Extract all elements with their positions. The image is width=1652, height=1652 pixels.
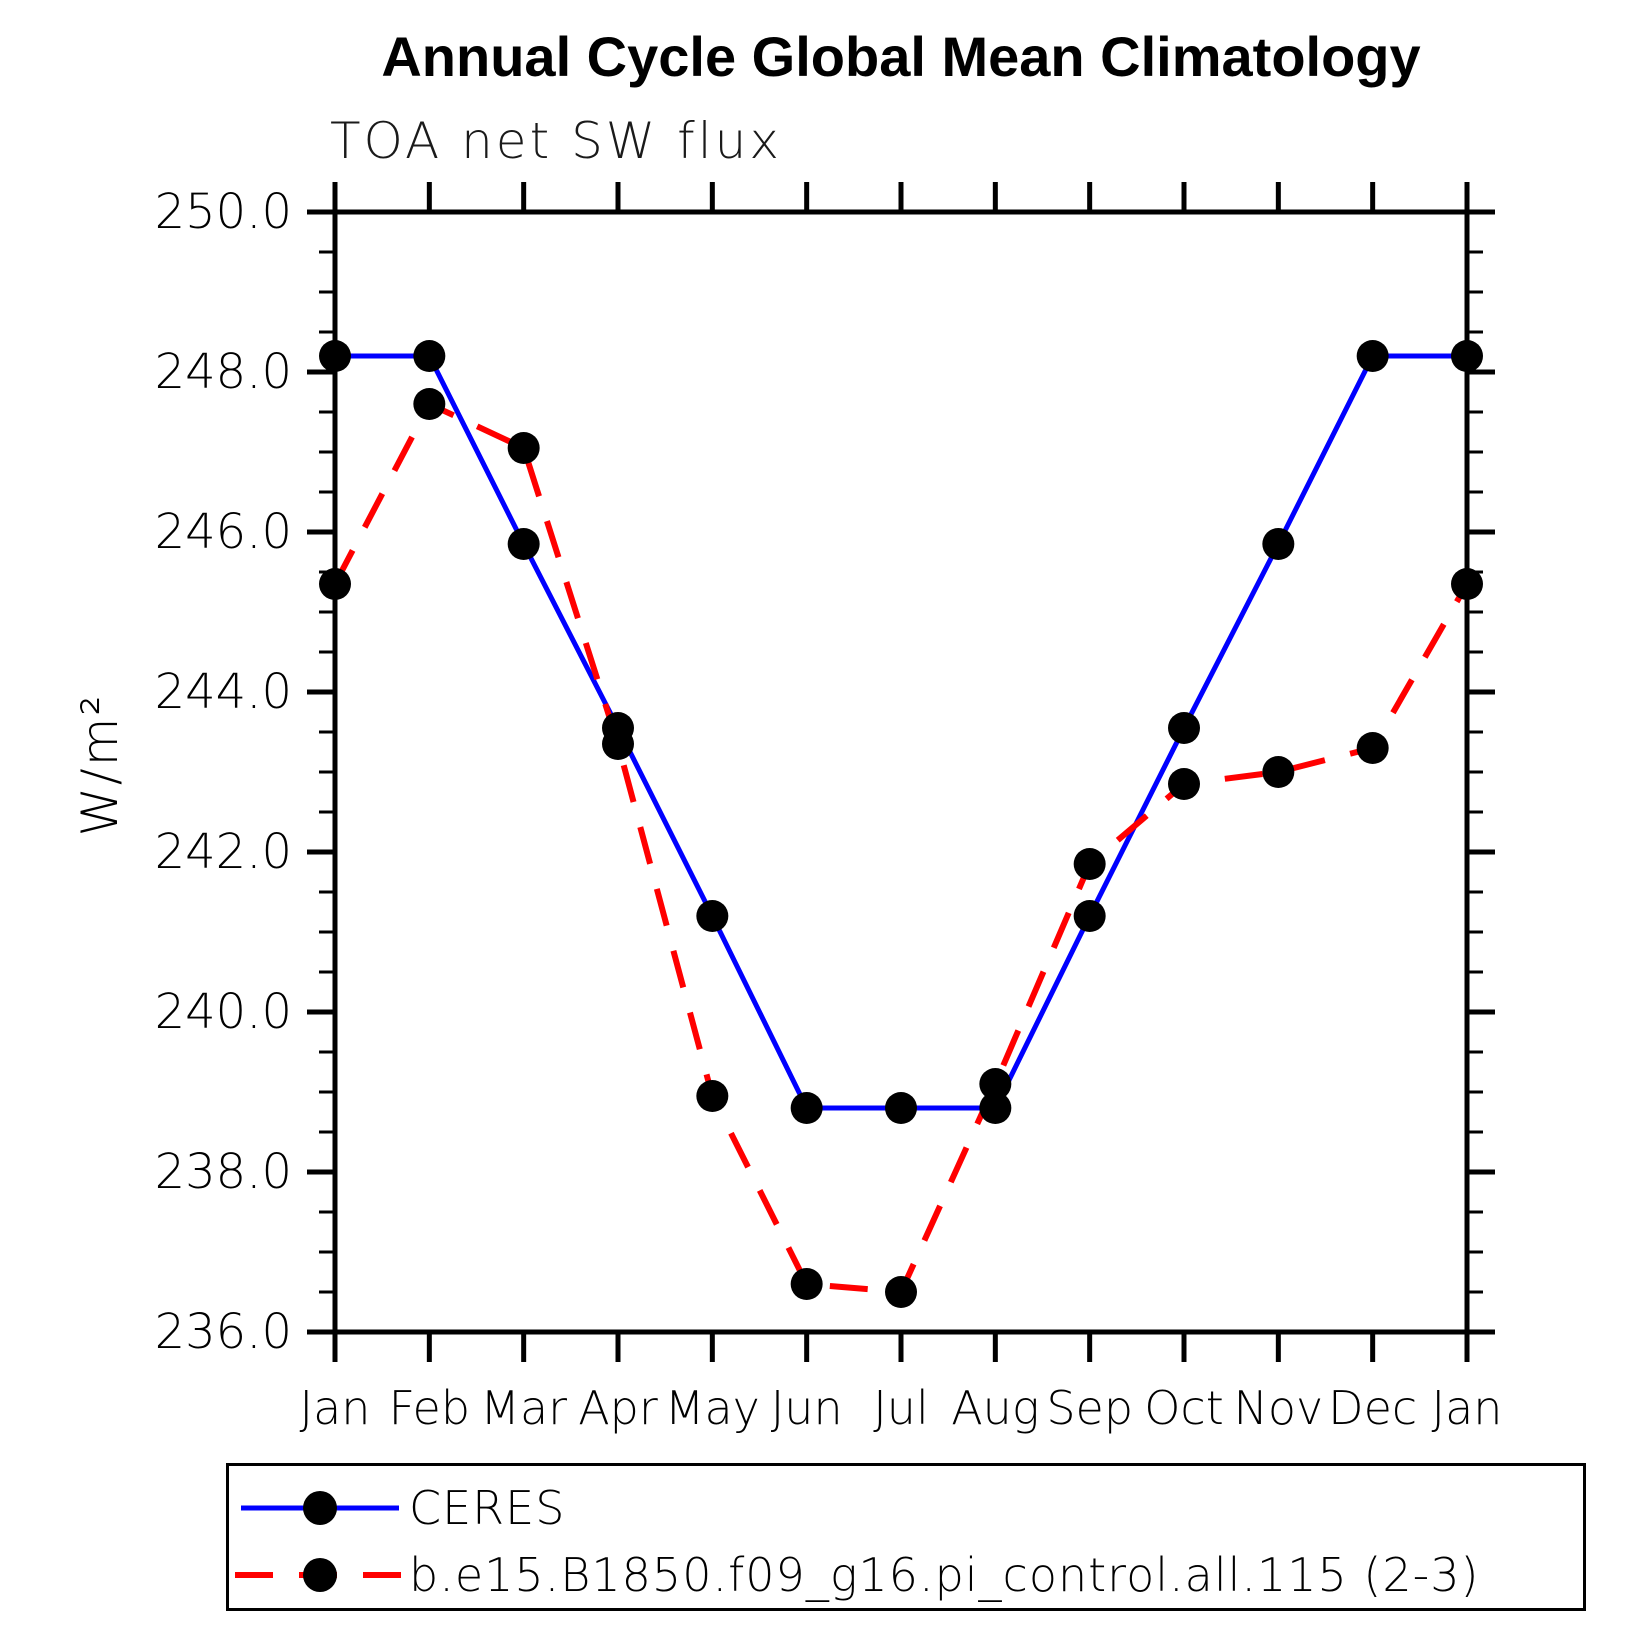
marker-ceres	[507, 528, 540, 560]
y-tick-label: 236.0	[155, 1304, 292, 1360]
chart-subtitle: TOA net SW flux	[330, 112, 782, 170]
marker-ceres	[1356, 340, 1389, 372]
marker-model	[319, 568, 351, 600]
x-tick-label: Jun	[771, 1381, 843, 1435]
legend-item-ceres: CERES	[235, 1481, 565, 1535]
y-tick-label: 242.0	[155, 824, 292, 880]
x-tick-label: Jan	[1432, 1381, 1503, 1435]
y-tick-label: 246.0	[155, 504, 292, 560]
marker-model	[885, 1276, 917, 1308]
legend-label-ceres: CERES	[409, 1481, 566, 1535]
y-tick-label: 248.0	[155, 344, 292, 400]
x-tick-label: Aug	[951, 1381, 1039, 1435]
legend-item-model: b.e15.B1850.f09_g16.pi_control.all.115 (…	[235, 1548, 1479, 1602]
x-tick-label: Jul	[873, 1381, 929, 1435]
marker-model	[1073, 848, 1106, 880]
marker-ceres	[790, 1092, 823, 1124]
marker-ceres	[319, 340, 351, 372]
x-tick-label: Nov	[1233, 1381, 1323, 1435]
series-line-model	[332, 400, 1470, 1296]
chart-title: Annual Cycle Global Mean Climatology	[381, 25, 1421, 88]
marker-model	[790, 1268, 823, 1300]
x-tick-label: Dec	[1328, 1381, 1417, 1435]
marker-model	[1168, 768, 1200, 800]
legend-sample-ceres-line	[241, 1491, 399, 1525]
x-tick-label: Apr	[578, 1381, 658, 1435]
legend-sample-model-line	[235, 1558, 405, 1592]
marker-ceres	[1262, 528, 1295, 560]
y-tick-label: 244.0	[155, 664, 292, 720]
marker-model	[602, 728, 634, 760]
y-tick-label: 238.0	[155, 1144, 292, 1200]
x-tick-label: Oct	[1144, 1381, 1224, 1435]
x-tick-label: May	[665, 1381, 760, 1435]
marker-model	[507, 432, 540, 464]
y-tick-label: 240.0	[155, 984, 292, 1040]
marker-model	[1356, 732, 1389, 764]
legend-marker-model	[303, 1558, 337, 1592]
x-tick-label: Sep	[1046, 1381, 1133, 1435]
marker-model	[413, 388, 446, 420]
marker-ceres	[413, 340, 446, 372]
marker-ceres	[979, 1092, 1012, 1124]
marker-model	[979, 1068, 1012, 1100]
y-tick-label: 250.0	[155, 184, 292, 240]
marker-ceres	[1451, 340, 1483, 372]
marker-ceres	[1073, 900, 1106, 932]
marker-ceres	[1168, 712, 1200, 744]
x-tick-label: Mar	[480, 1381, 567, 1435]
marker-ceres	[885, 1092, 917, 1124]
x-tick-label: Feb	[389, 1381, 470, 1435]
series-line-ceres	[335, 353, 1467, 1111]
marker-ceres	[696, 900, 729, 932]
x-tick-label: Jan	[300, 1381, 371, 1435]
marker-model	[1262, 756, 1295, 788]
legend-marker-ceres	[303, 1491, 337, 1525]
legend-box: CERES b.e15.B1850.f09_g16.pi_control.all…	[226, 1463, 1586, 1611]
legend-label-model: b.e15.B1850.f09_g16.pi_control.all.115 (…	[409, 1548, 1480, 1602]
marker-model	[696, 1080, 729, 1112]
marker-model	[1451, 568, 1483, 600]
